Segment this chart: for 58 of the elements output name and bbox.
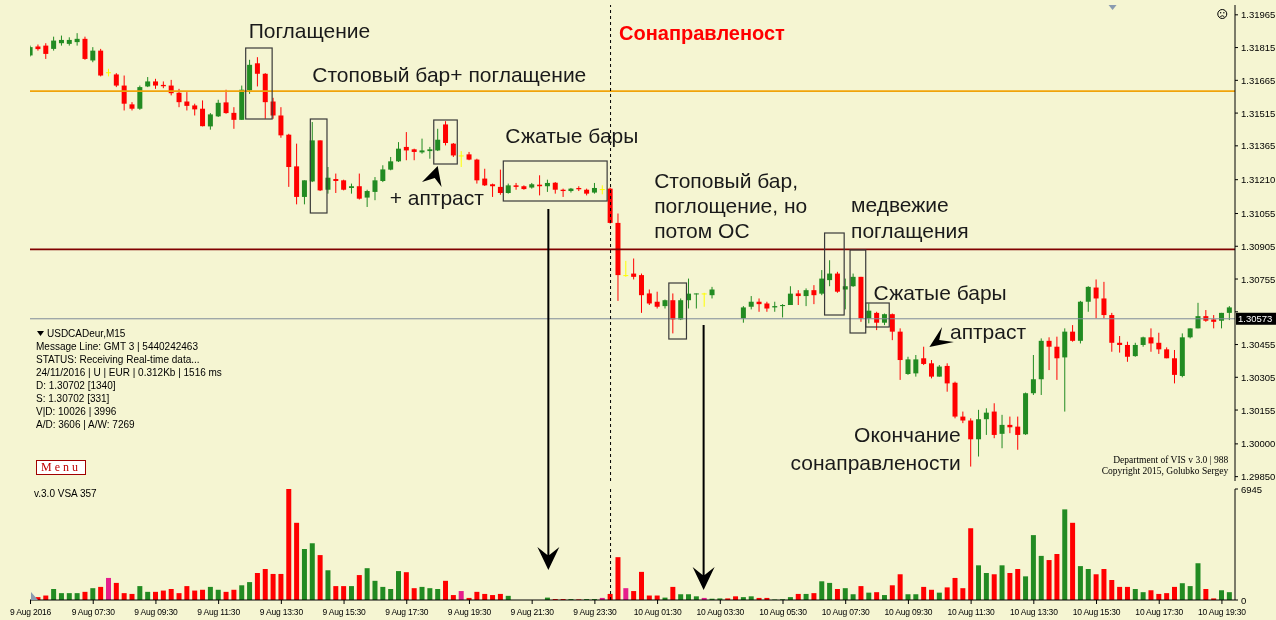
x-tick-label: 10 Aug 19:30 — [1198, 607, 1247, 617]
annotation: STATUS: Receiving Real-time data... — [36, 353, 200, 366]
annotation: V|D: 10026 | 3996 — [36, 405, 117, 418]
annotation: аптраст — [949, 320, 1027, 344]
x-tick-label: 9 Aug 21:30 — [510, 607, 555, 617]
y-tick-label: 1.30905 — [1241, 240, 1276, 252]
x-tick-label: 10 Aug 05:30 — [759, 607, 808, 617]
annotation: Department of VIS v 3.0 | 988 — [1113, 455, 1229, 466]
x-tick-label: 9 Aug 13:30 — [259, 607, 304, 617]
annotation: A/D: 3606 | A/W: 7269 — [36, 418, 135, 431]
y-tick-label: 1.31210 — [1241, 174, 1276, 186]
x-tick-label: 9 Aug 19:30 — [447, 607, 492, 617]
annotation: + аптраст — [389, 186, 484, 210]
x-tick-label: 10 Aug 15:30 — [1072, 607, 1121, 617]
x-tick-label: 10 Aug 17:30 — [1135, 607, 1184, 617]
annotation: Стоповый бар+ поглащение — [312, 63, 587, 87]
x-tick-label: 9 Aug 07:30 — [71, 607, 116, 617]
x-tick-label: 10 Aug 01:30 — [633, 607, 682, 617]
x-tick-label: 9 Aug 17:30 — [385, 607, 429, 617]
x-tick-label: 9 Aug 11:30 — [197, 607, 241, 617]
y-tick-label: 1.29850 — [1241, 471, 1276, 483]
y-tick-label: 1.31815 — [1241, 42, 1276, 54]
y-tick-label: 6945 — [1241, 483, 1263, 495]
x-tick-label: 10 Aug 13:30 — [1009, 607, 1059, 617]
y-tick-label: 1.30155 — [1241, 404, 1276, 416]
annotation: D: 1.30702 [1340] — [36, 379, 116, 392]
chart-title: v.3.0 VSA 357 — [34, 487, 97, 500]
annotation: Сжатые бары — [873, 281, 1007, 305]
y-tick-label: 1.31665 — [1241, 74, 1276, 86]
y-tick-label: 1.30755 — [1241, 273, 1276, 285]
annotation: USDCADeur,M15 — [47, 327, 126, 340]
annotation: медвежие поглащения — [851, 192, 970, 244]
annotation: Сжатые бары — [505, 124, 639, 148]
y-tick-label: 1.31365 — [1241, 140, 1276, 152]
annotation: Окончание сонаправлености — [789, 422, 961, 476]
menu-button: Menu — [36, 460, 86, 475]
x-tick-label: 10 Aug 09:30 — [884, 607, 933, 617]
x-tick-label: 9 Aug 23:30 — [573, 607, 617, 617]
y-tick-label: 1.31515 — [1241, 107, 1276, 119]
x-tick-label: 9 Aug 15:30 — [322, 607, 367, 617]
annotation: Поглащение — [248, 19, 371, 43]
annotation: Message Line: GMT 3 | 5440242463 — [36, 340, 198, 353]
x-tick-label: 10 Aug 07:30 — [821, 607, 871, 617]
x-tick-label: 9 Aug 2016 — [10, 607, 52, 617]
annotation: S: 1.30702 [331] — [36, 392, 110, 405]
x-tick-label: 9 Aug 09:30 — [134, 607, 178, 617]
annotation: 24/11/2016 | U | EUR | 0.312Kb | 1516 ms — [36, 366, 222, 379]
annotation: Стоповый бар, поглощение, но потом ОС — [654, 168, 809, 243]
x-tick-label: 10 Aug 11:30 — [947, 607, 996, 617]
y-tick-label: 1.31055 — [1241, 208, 1276, 220]
x-tick-label: 10 Aug 03:30 — [696, 607, 745, 617]
y-tick-label: 0 — [1241, 594, 1247, 606]
text: Сонаправленост — [619, 22, 785, 45]
y-tick-label: 1.30000 — [1241, 438, 1276, 450]
y-tick-label: 1.30305 — [1241, 371, 1276, 383]
annotation: Copyright 2015, Golubko Sergey — [1101, 466, 1229, 477]
y-tick-label: 1.31965 — [1241, 9, 1276, 21]
y-tick-label: 1.30455 — [1241, 339, 1276, 351]
